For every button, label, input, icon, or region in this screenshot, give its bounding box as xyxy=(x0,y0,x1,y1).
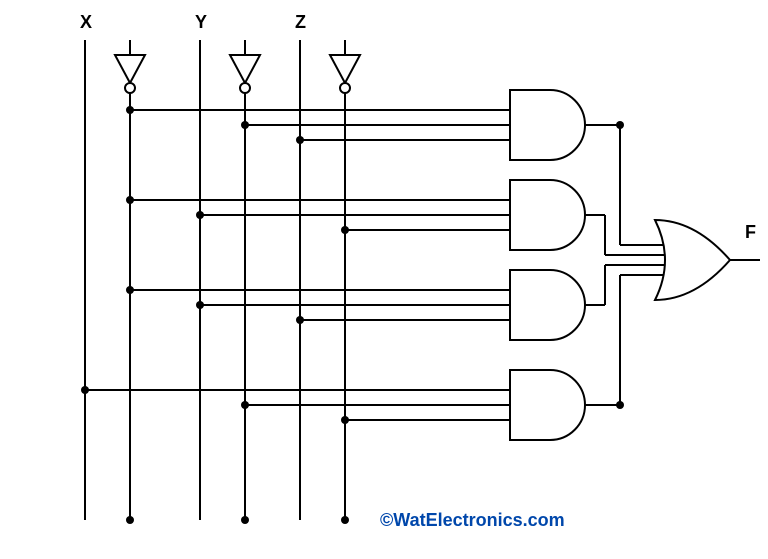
z-label: Z xyxy=(295,12,306,33)
node-a3-3 xyxy=(296,316,304,324)
node-a1-1 xyxy=(126,106,134,114)
node-a4-2 xyxy=(241,401,249,409)
node-a1-3 xyxy=(296,136,304,144)
node-a4-3 xyxy=(341,416,349,424)
or-gate xyxy=(655,220,730,300)
node-a2-3 xyxy=(341,226,349,234)
not-gate-y xyxy=(230,55,260,93)
y-label: Y xyxy=(195,12,207,33)
f-label: F xyxy=(745,222,756,243)
and-gate-1 xyxy=(510,90,585,160)
y-not-terminal xyxy=(241,516,249,524)
and-gate-3 xyxy=(510,270,585,340)
circuit-svg xyxy=(0,0,768,559)
and-gate-2 xyxy=(510,180,585,250)
node-a3-2 xyxy=(196,301,204,309)
and-gate-4 xyxy=(510,370,585,440)
diagram-container: X Y Z F ©WatElectronics.com xyxy=(0,0,768,559)
node-a4-1 xyxy=(81,386,89,394)
watermark: ©WatElectronics.com xyxy=(380,510,565,531)
node-a1-2 xyxy=(241,121,249,129)
node-a2-1 xyxy=(126,196,134,204)
not-gate-x xyxy=(115,55,145,93)
node-a2-2 xyxy=(196,211,204,219)
x-not-terminal xyxy=(126,516,134,524)
x-label: X xyxy=(80,12,92,33)
not-gate-z xyxy=(330,55,360,93)
z-not-terminal xyxy=(341,516,349,524)
node-a3-1 xyxy=(126,286,134,294)
